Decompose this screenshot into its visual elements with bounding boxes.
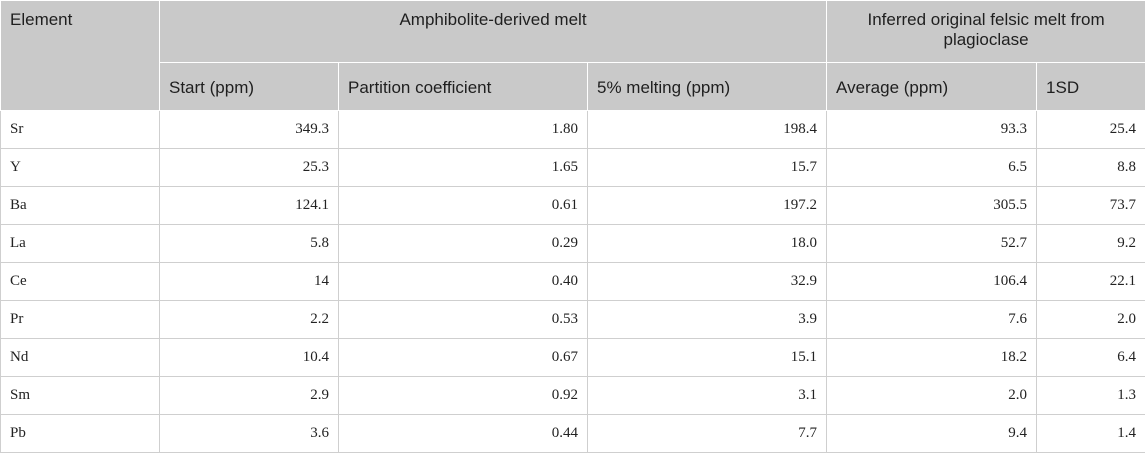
header-row-columns: Start (ppm) Partition coefficient 5% mel…: [1, 62, 1145, 111]
cell-element: Y: [0, 148, 160, 187]
cell-element: Pb: [0, 414, 160, 453]
cell-average: 2.0: [826, 376, 1038, 415]
header-melting: 5% melting (ppm): [586, 62, 828, 111]
cell-start: 3.6: [159, 414, 339, 453]
cell-average: 305.5: [826, 186, 1038, 225]
cell-start: 124.1: [159, 186, 339, 225]
cell-element: Pr: [0, 300, 160, 339]
cell-melting: 7.7: [586, 414, 828, 453]
cell-melting: 3.9: [586, 300, 828, 339]
cell-element: Sm: [0, 376, 160, 415]
cell-melting: 15.1: [586, 338, 828, 377]
table-row: Nd 10.4 0.67 15.1 18.2 6.4: [0, 338, 1145, 377]
cell-start: 2.2: [159, 300, 339, 339]
table-row: Sr 349.3 1.80 198.4 93.3 25.4: [0, 110, 1145, 149]
table-row: La 5.8 0.29 18.0 52.7 9.2: [0, 224, 1145, 263]
header-partition: Partition coefficient: [338, 62, 588, 111]
cell-sd: 1.4: [1036, 414, 1145, 453]
table-row: Y 25.3 1.65 15.7 6.5 8.8: [0, 148, 1145, 187]
cell-melting: 3.1: [586, 376, 828, 415]
cell-sd: 6.4: [1036, 338, 1145, 377]
cell-partition: 0.92: [338, 376, 588, 415]
cell-element: Nd: [0, 338, 160, 377]
cell-melting: 18.0: [586, 224, 828, 263]
cell-partition: 1.65: [338, 148, 588, 187]
table-header: Element Amphibolite-derived melt Inferre…: [0, 0, 1145, 111]
cell-element: Ce: [0, 262, 160, 301]
data-table: Element Amphibolite-derived melt Inferre…: [0, 0, 1145, 453]
table-row: Ba 124.1 0.61 197.2 305.5 73.7: [0, 186, 1145, 225]
cell-average: 52.7: [826, 224, 1038, 263]
cell-sd: 25.4: [1036, 110, 1145, 149]
cell-melting: 198.4: [586, 110, 828, 149]
cell-partition: 0.40: [338, 262, 588, 301]
cell-start: 5.8: [159, 224, 339, 263]
cell-partition: 0.44: [338, 414, 588, 453]
table-body: Sr 349.3 1.80 198.4 93.3 25.4 Y 25.3 1.6…: [0, 110, 1145, 453]
cell-element: Ba: [0, 186, 160, 225]
cell-sd: 1.3: [1036, 376, 1145, 415]
table-row: Pb 3.6 0.44 7.7 9.4 1.4: [0, 414, 1145, 453]
cell-sd: 22.1: [1036, 262, 1145, 301]
cell-start: 14: [159, 262, 339, 301]
cell-partition: 0.61: [338, 186, 588, 225]
cell-partition: 0.67: [338, 338, 588, 377]
header-group-amphibolite: Amphibolite-derived melt: [158, 0, 828, 63]
cell-average: 7.6: [826, 300, 1038, 339]
cell-start: 349.3: [159, 110, 339, 149]
header-group-inferred: Inferred original felsic melt from plagi…: [826, 0, 1145, 63]
table-row: Pr 2.2 0.53 3.9 7.6 2.0: [0, 300, 1145, 339]
cell-start: 25.3: [159, 148, 339, 187]
cell-melting: 15.7: [586, 148, 828, 187]
cell-average: 106.4: [826, 262, 1038, 301]
cell-sd: 8.8: [1036, 148, 1145, 187]
header-start: Start (ppm): [159, 62, 339, 111]
cell-start: 2.9: [159, 376, 339, 415]
header-sd: 1SD: [1036, 62, 1145, 111]
cell-average: 93.3: [826, 110, 1038, 149]
cell-average: 18.2: [826, 338, 1038, 377]
table-row: Ce 14 0.40 32.9 106.4 22.1: [0, 262, 1145, 301]
cell-partition: 1.80: [338, 110, 588, 149]
cell-partition: 0.29: [338, 224, 588, 263]
cell-sd: 73.7: [1036, 186, 1145, 225]
cell-sd: 9.2: [1036, 224, 1145, 263]
header-element: Element: [0, 0, 160, 111]
cell-melting: 197.2: [586, 186, 828, 225]
cell-element: La: [0, 224, 160, 263]
cell-element: Sr: [0, 110, 160, 149]
table-row: Sm 2.9 0.92 3.1 2.0 1.3: [0, 376, 1145, 415]
cell-average: 9.4: [826, 414, 1038, 453]
header-average: Average (ppm): [826, 62, 1038, 111]
cell-sd: 2.0: [1036, 300, 1145, 339]
header-row-groups: Element Amphibolite-derived melt Inferre…: [0, 0, 1145, 111]
cell-partition: 0.53: [338, 300, 588, 339]
cell-start: 10.4: [159, 338, 339, 377]
cell-melting: 32.9: [586, 262, 828, 301]
cell-average: 6.5: [826, 148, 1038, 187]
